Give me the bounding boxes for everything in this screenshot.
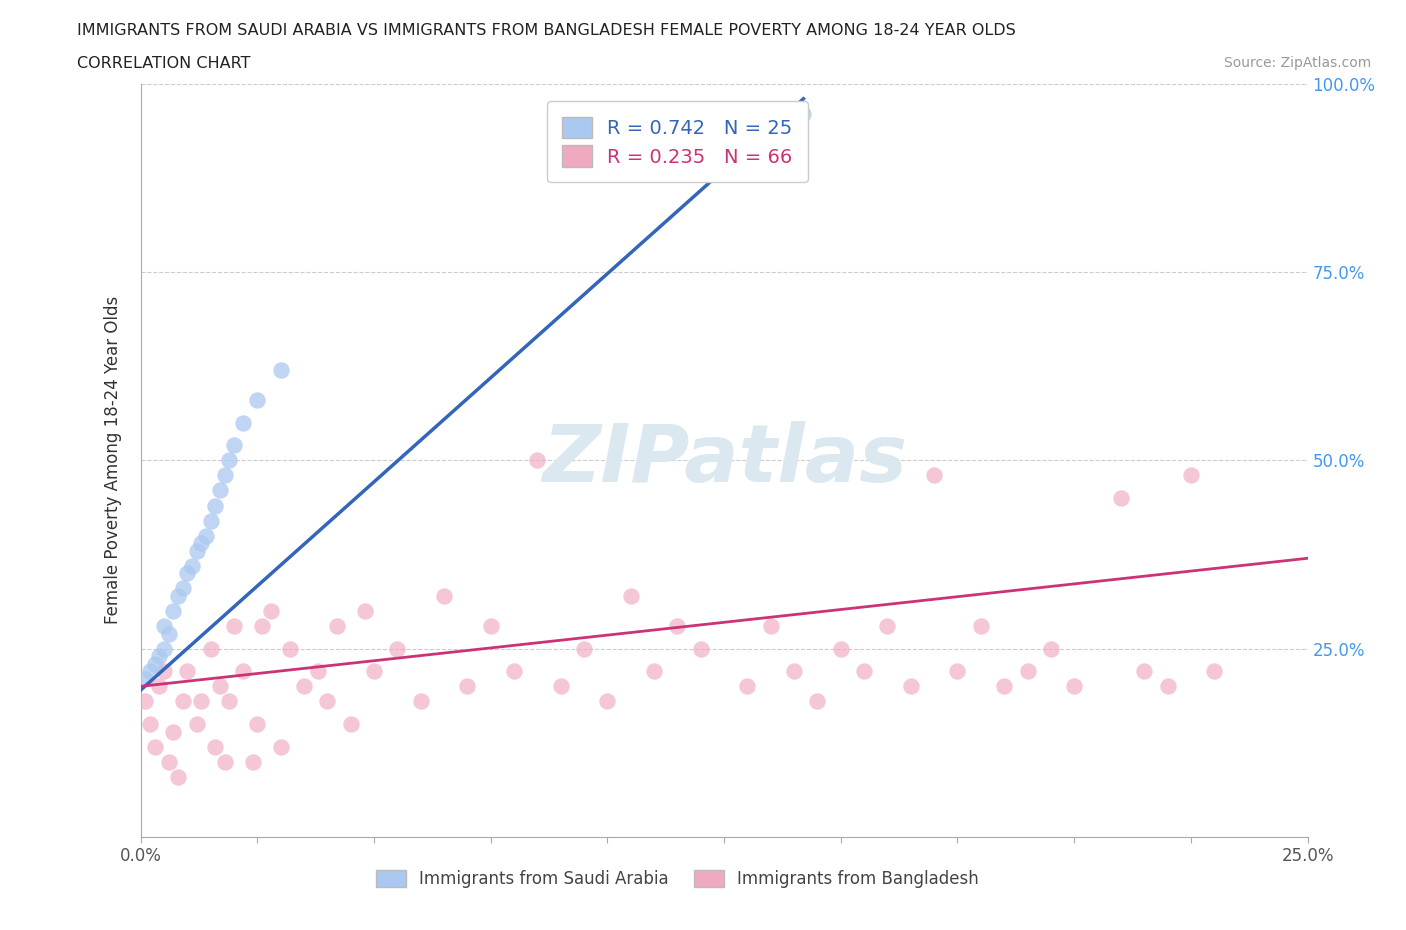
Point [526, 453, 548, 468]
Point [172, 581, 194, 596]
Text: ZIPatlas: ZIPatlas [541, 421, 907, 499]
Point [503, 664, 526, 679]
Point [134, 671, 156, 686]
Point [162, 604, 184, 618]
Point [900, 679, 922, 694]
Point [153, 642, 176, 657]
Point [157, 626, 180, 641]
Point [292, 679, 315, 694]
Point [134, 694, 156, 709]
Point [208, 483, 231, 498]
Point [970, 618, 993, 633]
Point [993, 679, 1015, 694]
Point [572, 642, 595, 657]
Point [200, 642, 222, 657]
Point [550, 679, 572, 694]
Point [1133, 664, 1156, 679]
Point [783, 664, 806, 679]
Point [153, 618, 176, 633]
Point [737, 679, 759, 694]
Point [218, 694, 240, 709]
Point [456, 679, 478, 694]
Point [278, 642, 301, 657]
Point [792, 106, 814, 121]
Point [1039, 642, 1062, 657]
Point [1063, 679, 1085, 694]
Point [1204, 664, 1226, 679]
Point [214, 754, 236, 769]
Point [167, 589, 190, 604]
Point [143, 739, 166, 754]
Point [666, 618, 689, 633]
Point [1017, 664, 1039, 679]
Point [232, 415, 254, 430]
Point [246, 717, 269, 732]
Point [307, 664, 329, 679]
Point [143, 657, 166, 671]
Point [181, 558, 204, 573]
Point [806, 694, 828, 709]
Point [218, 453, 240, 468]
Point [232, 664, 254, 679]
Point [316, 694, 339, 709]
Point [246, 392, 269, 407]
Point [433, 589, 456, 604]
Point [148, 679, 170, 694]
Point [853, 664, 876, 679]
Point [387, 642, 409, 657]
Text: Source: ZipAtlas.com: Source: ZipAtlas.com [1223, 56, 1371, 70]
Point [208, 679, 231, 694]
Point [922, 468, 945, 483]
Point [830, 642, 852, 657]
Point [689, 642, 711, 657]
Point [643, 664, 665, 679]
Point [222, 618, 245, 633]
Point [157, 754, 180, 769]
Point [139, 664, 162, 679]
Point [176, 664, 198, 679]
Point [242, 754, 264, 769]
Point [1180, 468, 1202, 483]
Point [162, 724, 184, 739]
Point [153, 664, 176, 679]
Point [759, 618, 782, 633]
Point [409, 694, 432, 709]
Point [596, 694, 619, 709]
Point [260, 604, 283, 618]
Point [339, 717, 361, 732]
Point [204, 498, 226, 513]
Point [186, 717, 208, 732]
Point [214, 468, 236, 483]
Point [190, 694, 212, 709]
Point [139, 717, 162, 732]
Point [270, 739, 292, 754]
Point [270, 363, 292, 378]
Point [194, 528, 217, 543]
Point [186, 543, 208, 558]
Point [172, 694, 194, 709]
Legend: Immigrants from Saudi Arabia, Immigrants from Bangladesh: Immigrants from Saudi Arabia, Immigrants… [367, 861, 987, 897]
Y-axis label: Female Poverty Among 18-24 Year Olds: Female Poverty Among 18-24 Year Olds [104, 297, 122, 624]
Point [325, 618, 347, 633]
Point [190, 536, 212, 551]
Point [148, 649, 170, 664]
Point [167, 769, 190, 784]
Point [250, 618, 273, 633]
Point [1109, 491, 1132, 506]
Point [176, 565, 198, 580]
Point [479, 618, 502, 633]
Point [200, 513, 222, 528]
Point [353, 604, 375, 618]
Text: IMMIGRANTS FROM SAUDI ARABIA VS IMMIGRANTS FROM BANGLADESH FEMALE POVERTY AMONG : IMMIGRANTS FROM SAUDI ARABIA VS IMMIGRAN… [77, 23, 1017, 38]
Point [620, 589, 643, 604]
Point [363, 664, 385, 679]
Point [222, 438, 245, 453]
Point [204, 739, 226, 754]
Point [1156, 679, 1178, 694]
Point [876, 618, 898, 633]
Text: CORRELATION CHART: CORRELATION CHART [77, 56, 250, 71]
Point [946, 664, 969, 679]
